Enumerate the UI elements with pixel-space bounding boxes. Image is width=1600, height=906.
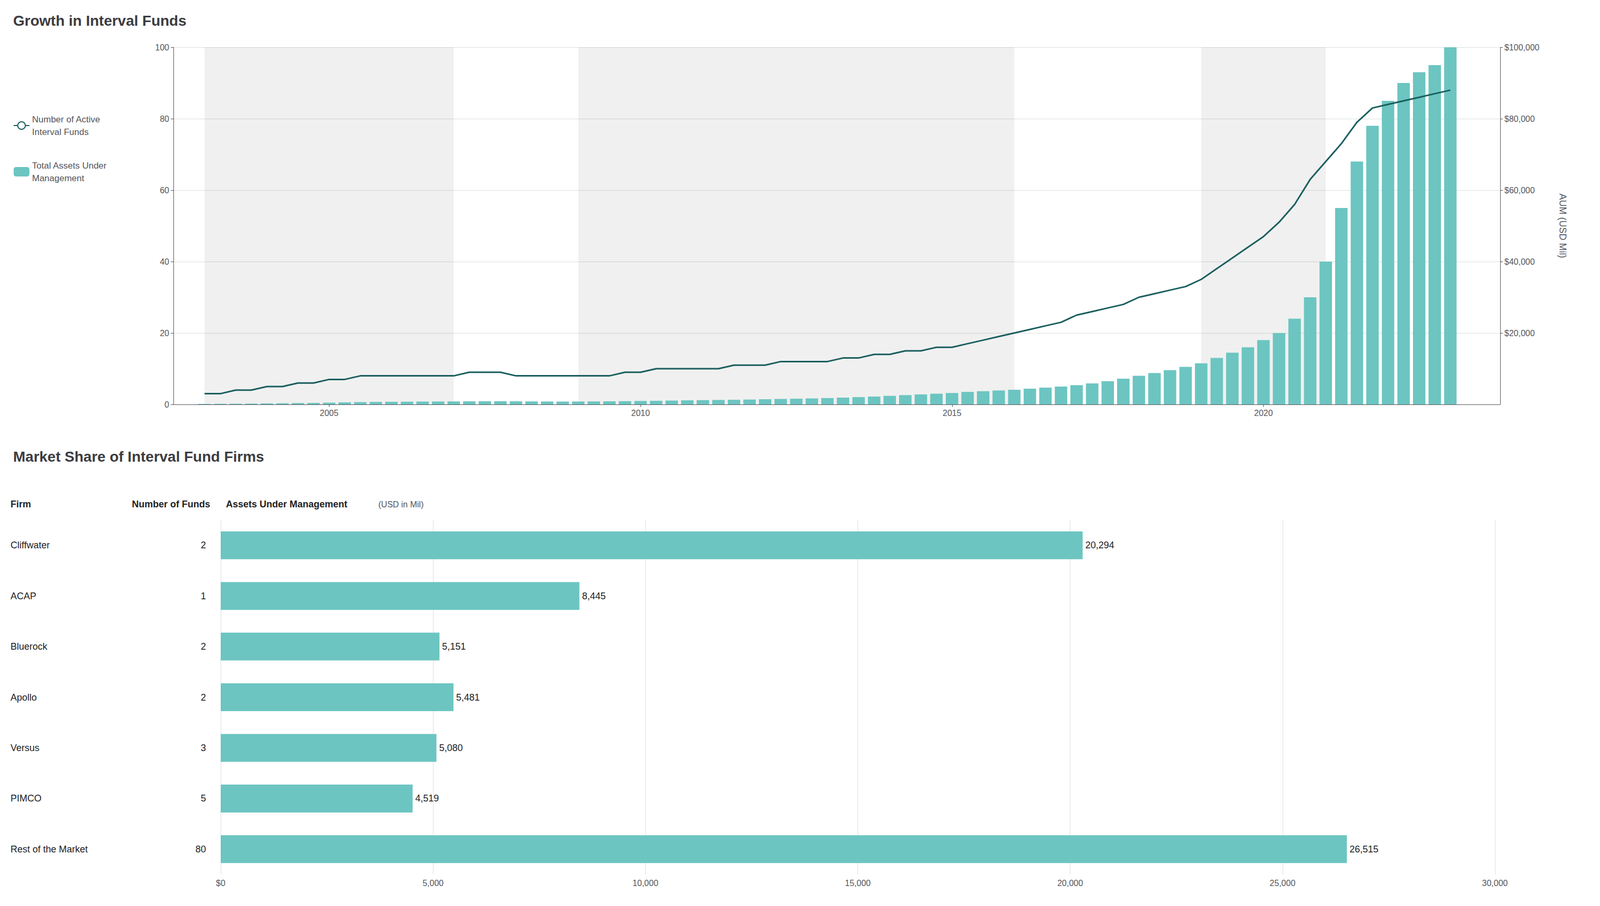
svg-text:Assets Under Management: Assets Under Management — [225, 499, 348, 510]
svg-text:5,481: 5,481 — [456, 692, 480, 704]
svg-text:Apollo: Apollo — [10, 692, 37, 704]
svg-text:20,000: 20,000 — [1057, 879, 1083, 889]
svg-text:0: 0 — [164, 400, 170, 410]
svg-text:2: 2 — [200, 692, 206, 704]
svg-text:4,519: 4,519 — [415, 793, 439, 804]
svg-text:5,000: 5,000 — [422, 879, 444, 889]
svg-text:10,000: 10,000 — [632, 879, 659, 889]
svg-text:2: 2 — [200, 641, 206, 653]
svg-text:2010: 2010 — [631, 408, 650, 418]
svg-text:Total Assets Under: Total Assets Under — [32, 160, 107, 171]
svg-text:PIMCO: PIMCO — [10, 793, 42, 804]
svg-text:26,515: 26,515 — [1349, 844, 1379, 855]
svg-text:20,294: 20,294 — [1085, 540, 1114, 551]
svg-text:$0: $0 — [215, 879, 226, 889]
svg-text:2: 2 — [200, 540, 206, 551]
svg-text:Number of Funds: Number of Funds — [131, 499, 211, 510]
svg-text:1: 1 — [200, 591, 206, 602]
svg-text:Versus: Versus — [10, 742, 40, 754]
svg-text:2005: 2005 — [320, 408, 339, 418]
svg-text:Bluerock: Bluerock — [10, 641, 48, 653]
svg-text:$80,000: $80,000 — [1504, 114, 1535, 124]
svg-text:30,000: 30,000 — [1482, 879, 1509, 889]
svg-text:Market Share of Interval Fund: Market Share of Interval Fund Firms — [13, 448, 265, 466]
svg-text:80: 80 — [195, 844, 206, 855]
svg-text:80: 80 — [159, 114, 170, 124]
svg-text:$100,000: $100,000 — [1504, 43, 1540, 53]
svg-text:5,151: 5,151 — [441, 641, 466, 653]
svg-text:5: 5 — [200, 793, 206, 804]
svg-text:5,080: 5,080 — [439, 742, 463, 754]
svg-text:(USD in Mil): (USD in Mil) — [378, 500, 424, 510]
svg-text:8,445: 8,445 — [582, 591, 606, 602]
svg-text:Firm: Firm — [10, 499, 32, 510]
svg-text:100: 100 — [155, 43, 170, 53]
svg-text:$40,000: $40,000 — [1504, 257, 1535, 267]
svg-text:Number of Active: Number of Active — [32, 114, 100, 125]
svg-text:$20,000: $20,000 — [1504, 328, 1535, 338]
svg-text:AUM (USD Mil): AUM (USD Mil) — [1557, 193, 1568, 259]
svg-text:Interval Funds: Interval Funds — [32, 127, 89, 138]
svg-text:2020: 2020 — [1254, 408, 1274, 418]
svg-text:60: 60 — [159, 186, 170, 195]
svg-text:Rest of the Market: Rest of the Market — [10, 844, 88, 855]
svg-text:2015: 2015 — [942, 408, 962, 418]
svg-text:$60,000: $60,000 — [1504, 186, 1535, 195]
svg-text:40: 40 — [159, 257, 170, 267]
svg-text:20: 20 — [159, 328, 170, 338]
svg-text:Cliffwater: Cliffwater — [10, 540, 50, 551]
svg-text:3: 3 — [200, 742, 206, 754]
svg-text:15,000: 15,000 — [844, 879, 871, 889]
svg-text:ACAP: ACAP — [10, 591, 37, 602]
svg-text:25,000: 25,000 — [1269, 879, 1296, 889]
svg-text:Management: Management — [32, 173, 85, 184]
svg-text:Growth in Interval Funds: Growth in Interval Funds — [13, 12, 187, 29]
